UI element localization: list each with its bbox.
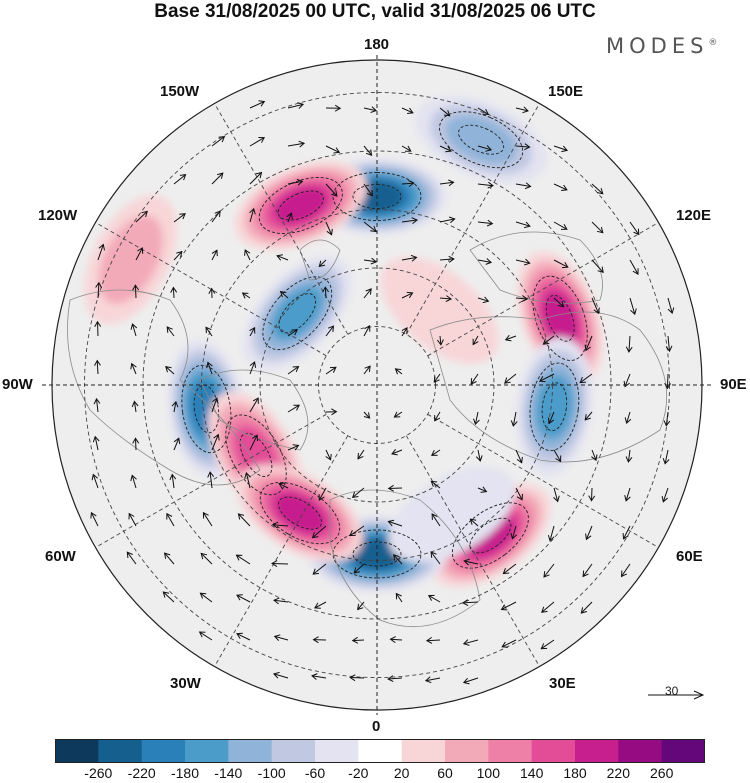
label-0: 0 [372, 718, 381, 735]
anomaly-contour [262, 276, 333, 351]
colorbar-swatch [271, 739, 316, 763]
anomaly-cell [242, 255, 352, 372]
colorbar-tick-label: 60 [437, 765, 453, 781]
colorbar-swatch [575, 739, 619, 763]
anomaly-contour [259, 482, 341, 545]
colorbar-swatch [358, 739, 403, 763]
colorbar-swatch [185, 739, 229, 763]
colorbar-tick-label: -260 [84, 765, 113, 781]
colorbar-swatch [661, 739, 705, 763]
anomaly-cell [234, 161, 367, 250]
label-150e: 150E [548, 83, 584, 100]
colorbar [55, 739, 705, 763]
label-60e: 60E [676, 548, 703, 565]
colorbar-swatch [401, 739, 446, 763]
anomaly-contour [532, 275, 588, 361]
anomaly-cell [84, 194, 178, 325]
anomaly-cell [236, 464, 364, 562]
colorbar-swatch [141, 739, 186, 763]
colorbar-tick-label: -180 [170, 765, 200, 781]
colorbar-tick-label: 220 [606, 765, 630, 781]
label-120w: 120W [38, 207, 78, 224]
anomaly-contour [181, 364, 232, 454]
colorbar-tick-label: -60 [304, 765, 326, 781]
colorbar-tick-label: -220 [127, 765, 156, 781]
label-90e: 90E [720, 376, 747, 393]
anomaly-cell [429, 483, 551, 588]
wind-vectors [90, 100, 675, 685]
label-150w: 150W [160, 83, 200, 100]
colorbar-swatch [315, 739, 359, 763]
anomaly-contour [451, 502, 529, 569]
label-30w: 30W [170, 675, 201, 692]
colorbar-tick-label: -100 [257, 765, 286, 781]
coastlines [67, 231, 668, 628]
colorbar-tick-label: 260 [650, 765, 674, 781]
anomaly-contour [529, 362, 580, 452]
brand-registered-mark: ® [708, 38, 718, 48]
arrow-right-icon [648, 690, 705, 700]
reference-vector-label: 30 [665, 684, 679, 698]
colorbar-tick-label: 20 [393, 765, 410, 781]
colorbar-tick-label: -140 [214, 765, 243, 781]
colorbar-swatch [55, 739, 99, 763]
colorbar-tick-label: 140 [520, 765, 544, 781]
colorbar-tick-label: -20 [348, 765, 369, 781]
colorbar-tick-label: 100 [476, 765, 500, 781]
colorbar-swatch [618, 739, 663, 763]
anomaly-contour [439, 111, 524, 169]
chart-title: Base 31/08/2025 00 UTC, valid 31/08/2025… [154, 1, 596, 22]
modes-logo: MODES® [606, 34, 717, 58]
colorbar-tick-label: 180 [563, 765, 587, 781]
colorbar-swatch [488, 739, 533, 763]
colorbar-swatch [445, 739, 489, 763]
label-90w: 90W [2, 376, 33, 393]
brand-name: MODES [606, 34, 709, 58]
anomaly-cell [380, 256, 499, 364]
label-180: 180 [364, 36, 390, 53]
anomaly-cell [414, 95, 548, 185]
label-120e: 120E [676, 207, 712, 224]
colorbar-swatch [98, 739, 143, 763]
label-30e: 30E [549, 675, 576, 692]
colorbar-swatch [228, 739, 273, 763]
label-60w: 60W [45, 548, 76, 565]
colorbar-swatch [531, 739, 576, 763]
